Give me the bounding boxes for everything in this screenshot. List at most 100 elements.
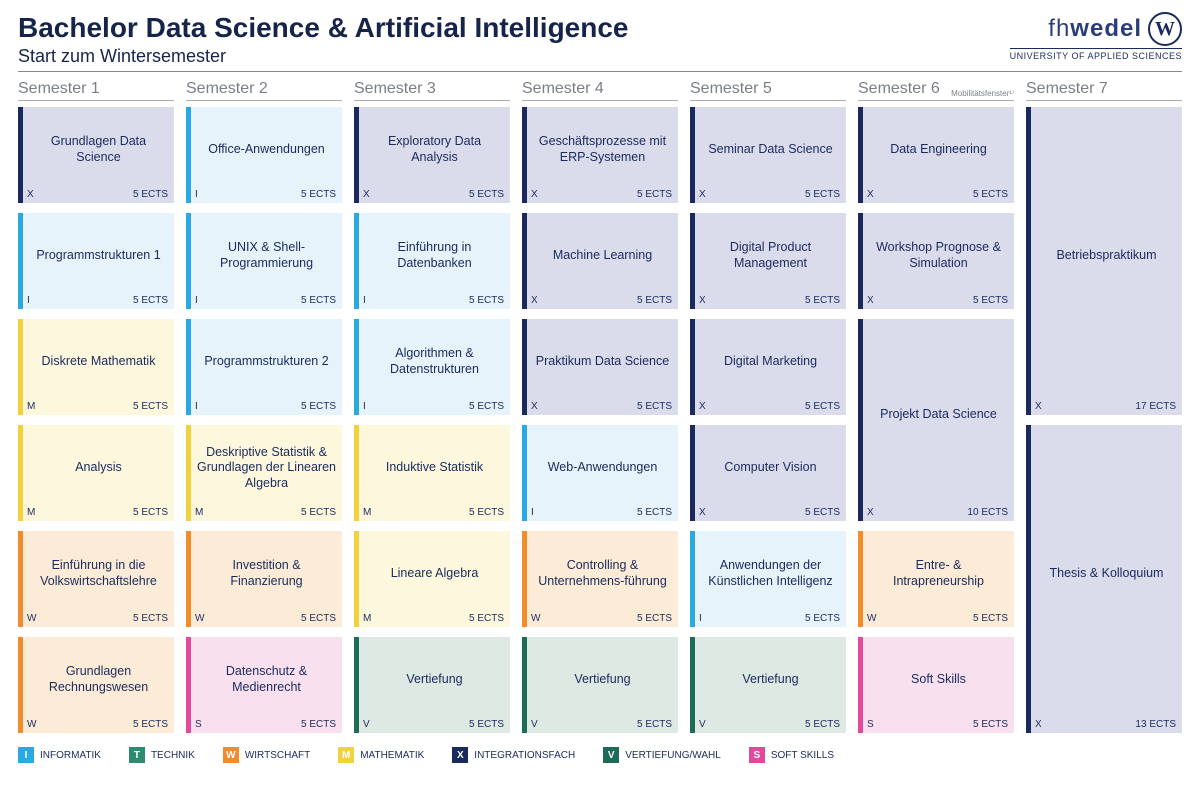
course-title: Praktikum Data Science xyxy=(533,354,672,370)
course-card: Einführung in DatenbankenI5 ECTS xyxy=(354,213,510,309)
course-category-code: X xyxy=(867,507,874,518)
course-title: Programmstrukturen 1 xyxy=(29,248,168,264)
course-title: Analysis xyxy=(29,460,168,476)
course-card: Anwendungen der Künstlichen IntelligenzI… xyxy=(690,531,846,627)
course-ects: 5 ECTS xyxy=(805,189,840,200)
course-title: Thesis & Kolloquium xyxy=(1037,566,1176,582)
legend-swatch: I xyxy=(18,747,34,763)
course-card: Projekt Data ScienceX10 ECTS xyxy=(858,319,1014,521)
course-title: Web-Anwendungen xyxy=(533,460,672,476)
course-ects: 5 ECTS xyxy=(637,613,672,624)
legend-label: MATHEMATIK xyxy=(360,750,424,761)
legend-item: SSOFT SKILLS xyxy=(749,747,834,763)
course-category-code: X xyxy=(531,295,538,306)
course-title: Data Engineering xyxy=(869,142,1008,158)
brand-text: fhwedel xyxy=(1048,15,1142,43)
semester-header: Semester 6Mobilitätsfenster¹⁾ xyxy=(858,80,1014,101)
course-ects: 10 ECTS xyxy=(967,507,1008,518)
course-card: UNIX & Shell-ProgrammierungI5 ECTS xyxy=(186,213,342,309)
course-category-code: X xyxy=(699,295,706,306)
course-card: Investition & FinanzierungW5 ECTS xyxy=(186,531,342,627)
course-card: Workshop Prognose & SimulationX5 ECTS xyxy=(858,213,1014,309)
course-title: Geschäftsprozesse mit ERP-Systemen xyxy=(533,134,672,165)
course-category-code: M xyxy=(363,507,371,518)
page-subtitle: Start zum Wintersemester xyxy=(18,46,629,67)
course-ects: 5 ECTS xyxy=(973,613,1008,624)
course-card: Deskriptive Statistik & Grundlagen der L… xyxy=(186,425,342,521)
course-ects: 5 ECTS xyxy=(469,401,504,412)
course-ects: 5 ECTS xyxy=(133,295,168,306)
course-card: Vertiefung V 5 ECTS xyxy=(690,637,846,733)
course-title: Anwendungen der Künstlichen Intelligenz xyxy=(701,558,840,589)
course-ects: 5 ECTS xyxy=(301,719,336,730)
course-category-code: X xyxy=(27,189,34,200)
course-category-code: X xyxy=(867,189,874,200)
legend-label: TECHNIK xyxy=(151,750,195,761)
course-ects: 5 ECTS xyxy=(805,613,840,624)
course-card: Computer VisionX5 ECTS xyxy=(690,425,846,521)
course-category-code: I xyxy=(363,295,366,306)
legend-swatch: S xyxy=(749,747,765,763)
course-category-code: M xyxy=(363,613,371,624)
course-card: Geschäftsprozesse mit ERP-SystemenX5 ECT… xyxy=(522,107,678,203)
course-title: Vertiefung xyxy=(701,672,840,688)
course-ects: 5 ECTS xyxy=(973,295,1008,306)
legend-label: WIRTSCHAFT xyxy=(245,750,310,761)
semester-column: Semester 6Mobilitätsfenster¹⁾ Data Engine… xyxy=(858,80,1014,743)
course-category-code: W xyxy=(867,613,876,624)
course-title: Algorithmen & Datenstrukturen xyxy=(365,346,504,377)
legend-item: VVERTIEFUNG/WAHL xyxy=(603,747,721,763)
course-card: VertiefungV5 ECTS xyxy=(354,637,510,733)
course-ects: 5 ECTS xyxy=(301,613,336,624)
semester-column: Semester 7BetriebspraktikumX17 ECTSThesi… xyxy=(1026,80,1182,743)
semester-header: Semester 5 xyxy=(690,80,846,101)
course-card: Datenschutz & MedienrechtS5 ECTS xyxy=(186,637,342,733)
course-category-code: S xyxy=(867,719,874,730)
course-title: Induktive Statistik xyxy=(365,460,504,476)
course-ects: 17 ECTS xyxy=(1135,401,1176,412)
course-category-code: X xyxy=(1035,401,1042,412)
brand-light: fh xyxy=(1048,15,1070,42)
course-card: Programmstrukturen 2I5 ECTS xyxy=(186,319,342,415)
course-card: Grundlagen RechnungswesenW5 ECTS xyxy=(18,637,174,733)
course-category-code: V xyxy=(363,719,370,730)
semester-header: Semester 2 xyxy=(186,80,342,101)
semester-header: Semester 3 xyxy=(354,80,510,101)
course-ects: 5 ECTS xyxy=(469,719,504,730)
course-ects: 13 ECTS xyxy=(1135,719,1176,730)
course-card: Programmstrukturen 1I5 ECTS xyxy=(18,213,174,309)
legend-label: VERTIEFUNG/WAHL xyxy=(625,750,721,761)
header-left: Bachelor Data Science & Artificial Intel… xyxy=(18,12,629,67)
legend-swatch: X xyxy=(452,747,468,763)
course-card: Induktive Statistik M 5 ECTS xyxy=(354,425,510,521)
legend-swatch: T xyxy=(129,747,145,763)
course-title: Datenschutz & Medienrecht xyxy=(197,664,336,695)
course-title: Vertiefung xyxy=(533,672,672,688)
course-card: Digital MarketingX5 ECTS xyxy=(690,319,846,415)
course-title: Grundlagen Rechnungswesen xyxy=(29,664,168,695)
course-category-code: W xyxy=(27,719,36,730)
course-category-code: X xyxy=(699,189,706,200)
course-ects: 5 ECTS xyxy=(469,613,504,624)
legend-item: IINFORMATIK xyxy=(18,747,101,763)
course-category-code: X xyxy=(699,507,706,518)
course-title: Diskrete Mathematik xyxy=(29,354,168,370)
course-title: Machine Learning xyxy=(533,248,672,264)
semester-header: Semester 4 xyxy=(522,80,678,101)
brand-subline: UNIVERSITY OF APPLIED SCIENCES xyxy=(1010,48,1182,61)
course-ects: 5 ECTS xyxy=(805,719,840,730)
header-right: fhwedel W UNIVERSITY OF APPLIED SCIENCES xyxy=(1010,12,1182,61)
semester-column: Semester 5Seminar Data ScienceX5 ECTSDig… xyxy=(690,80,846,743)
course-category-code: X xyxy=(531,189,538,200)
course-title: Deskriptive Statistik & Grundlagen der L… xyxy=(197,445,336,492)
legend-swatch: M xyxy=(338,747,354,763)
course-category-code: V xyxy=(699,719,706,730)
course-category-code: I xyxy=(363,401,366,412)
course-category-code: M xyxy=(27,507,35,518)
course-category-code: X xyxy=(363,189,370,200)
course-ects: 5 ECTS xyxy=(469,507,504,518)
course-title: UNIX & Shell-Programmierung xyxy=(197,240,336,271)
semester-column: Semester 3Exploratory Data AnalysisX5 EC… xyxy=(354,80,510,743)
course-ects: 5 ECTS xyxy=(805,295,840,306)
course-title: Grundlagen Data Science xyxy=(29,134,168,165)
